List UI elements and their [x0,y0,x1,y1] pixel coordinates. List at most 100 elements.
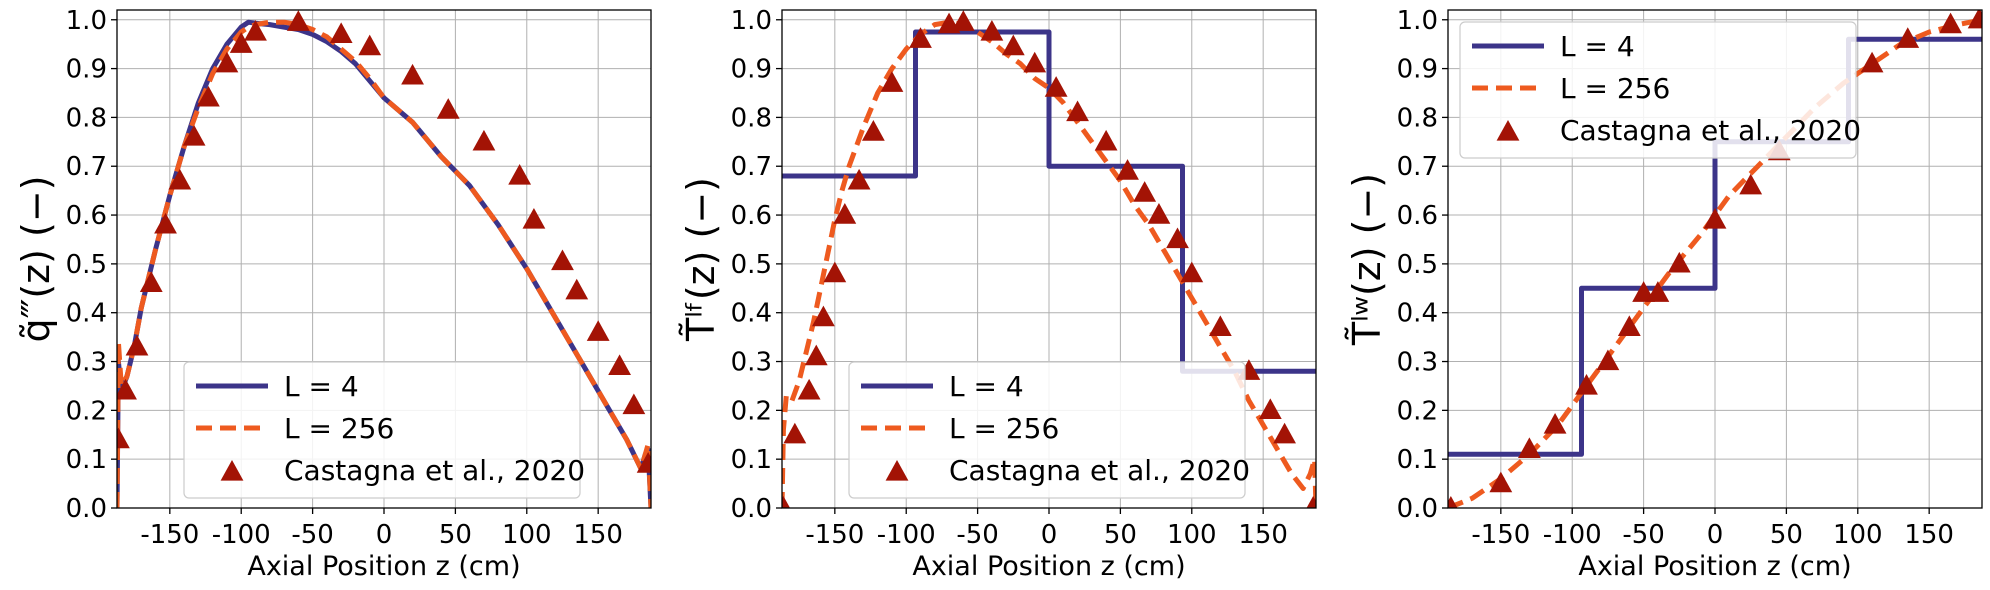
x-tick-label: -50 [291,520,333,550]
castagna-marker [1094,129,1118,151]
x-tick-label: 0 [376,520,393,550]
castagna-marker [1448,496,1458,508]
legend-label-L256: L = 256 [1560,72,1670,105]
legend-label-castagna: Castagna et al., 2020 [949,454,1250,487]
legend-label-L4: L = 4 [949,370,1024,403]
castagna-marker [1116,159,1139,180]
x-tick-label: -100 [212,520,271,550]
x-tick-label: -150 [1471,520,1530,550]
castagna-marker [196,85,220,107]
legend-label-castagna: Castagna et al., 2020 [284,454,585,487]
y-tick-label: 0.6 [1397,201,1438,231]
y-tick-label: 0.7 [1397,152,1438,182]
castagna-marker [1273,422,1296,444]
castagna-marker [586,320,610,341]
y-tick-label: 0.3 [66,348,107,378]
castagna-marker [636,452,651,473]
castagna-marker [797,378,821,400]
y-tick-label: 0.0 [66,494,107,524]
castagna-marker [1489,471,1513,493]
castagna-marker [782,496,791,508]
castagna-marker [522,207,546,229]
castagna-marker [229,32,253,53]
castagna-marker [823,261,847,283]
castagna-marker [551,249,574,271]
y-tick-label: 1.0 [66,6,107,36]
castagna-marker [1896,27,1920,48]
castagna-marker [1703,207,1727,229]
castagna-marker [117,427,130,449]
castagna-marker [1617,315,1641,336]
y-tick-label: 0.6 [66,201,107,231]
castagna-marker [154,212,177,234]
castagna-marker [1066,100,1089,122]
y-tick-label: 0.5 [66,250,107,280]
legend-label-L4: L = 4 [1560,30,1635,63]
y-tick-label: 0.0 [1397,494,1438,524]
castagna-marker [833,203,857,224]
y-tick-label: 0.5 [731,250,772,280]
castagna-marker [847,168,871,190]
y-tick-label: 0.9 [66,55,107,85]
castagna-marker [608,354,631,376]
legend-label-L256: L = 256 [949,412,1059,445]
castagna-marker [622,393,646,415]
legend: L = 4 L = 256 Castagna et al., 2020 [1459,21,1861,159]
chart-panel-3: 0.0 0.1 0.2 0.3 0.4 0.5 0.6 0.7 0.8 0.9 1.0 -150 -10… [1345,6,1983,582]
y-tick-label: 0.3 [731,348,772,378]
castagna-marker [117,378,137,400]
castagna-marker [1258,398,1282,419]
y-tick-label: 0.2 [66,396,107,426]
x-axis-label: Axial Position z (cm) [1578,551,1851,582]
y-tick-label: 0.6 [731,201,772,231]
y-tick-label: 0.7 [66,152,107,182]
castagna-marker [1306,496,1316,508]
x-tick-label: -150 [140,520,199,550]
castagna-marker [1860,51,1884,73]
legend-marker-castagna [885,460,909,481]
castagna-marker [1208,315,1232,336]
castagna-marker [1147,203,1171,224]
y-tick-label: 0.4 [66,299,107,329]
castagna-marker [401,63,424,85]
y-tick-label: 0.3 [1397,348,1438,378]
y-tick-label: 0.1 [66,445,107,475]
castagna-marker [125,334,149,356]
y-tick-label: 0.4 [731,299,772,329]
castagna-marker [1543,413,1567,434]
castagna-marker [1133,181,1157,202]
y-tick-label: 0.5 [1397,250,1438,280]
y-tick-label: 0.7 [731,152,772,182]
castagna-marker [1180,261,1204,283]
legend: L = 4 L = 256 Castagna et al., 2020 [848,361,1250,499]
y-tick-label: 0.8 [66,103,107,133]
castagna-marker [1646,281,1670,302]
castagna-marker [1001,34,1025,56]
castagna-marker [1739,173,1763,195]
chart-panel-2: 0.0 0.1 0.2 0.3 0.4 0.5 0.6 0.7 0.8 0.9 1.0 -150 -10… [679,6,1317,582]
y-tick-label: 0.2 [1397,396,1438,426]
y-tick-label: 0.8 [731,103,772,133]
legend-marker-castagna [1496,120,1520,141]
castagna-marker [286,10,310,31]
castagna-marker [139,271,163,293]
legend-box [848,361,1246,499]
x-tick-label: 50 [1104,520,1137,550]
castagna-marker [1044,76,1068,97]
castagna-marker [1967,10,1982,29]
y-tick-label: 1.0 [1397,6,1438,36]
x-tick-label: 150 [573,520,623,550]
castagna-marker [1575,373,1598,395]
x-tick-label: 100 [1833,520,1883,550]
legend-label-L4: L = 4 [284,370,359,403]
x-tick-label: -100 [1543,520,1602,550]
castagna-marker [215,51,239,73]
castagna-marker [168,168,192,190]
x-axis-label: Axial Position z (cm) [247,551,520,582]
castagna-marker [1596,349,1620,371]
y-tick-label: 0.9 [731,55,772,85]
legend: L = 4 L = 256 Castagna et al., 2020 [183,361,585,499]
castagna-marker [244,19,267,41]
x-tick-label: 0 [1707,520,1724,550]
legend-label-L256: L = 256 [284,412,394,445]
